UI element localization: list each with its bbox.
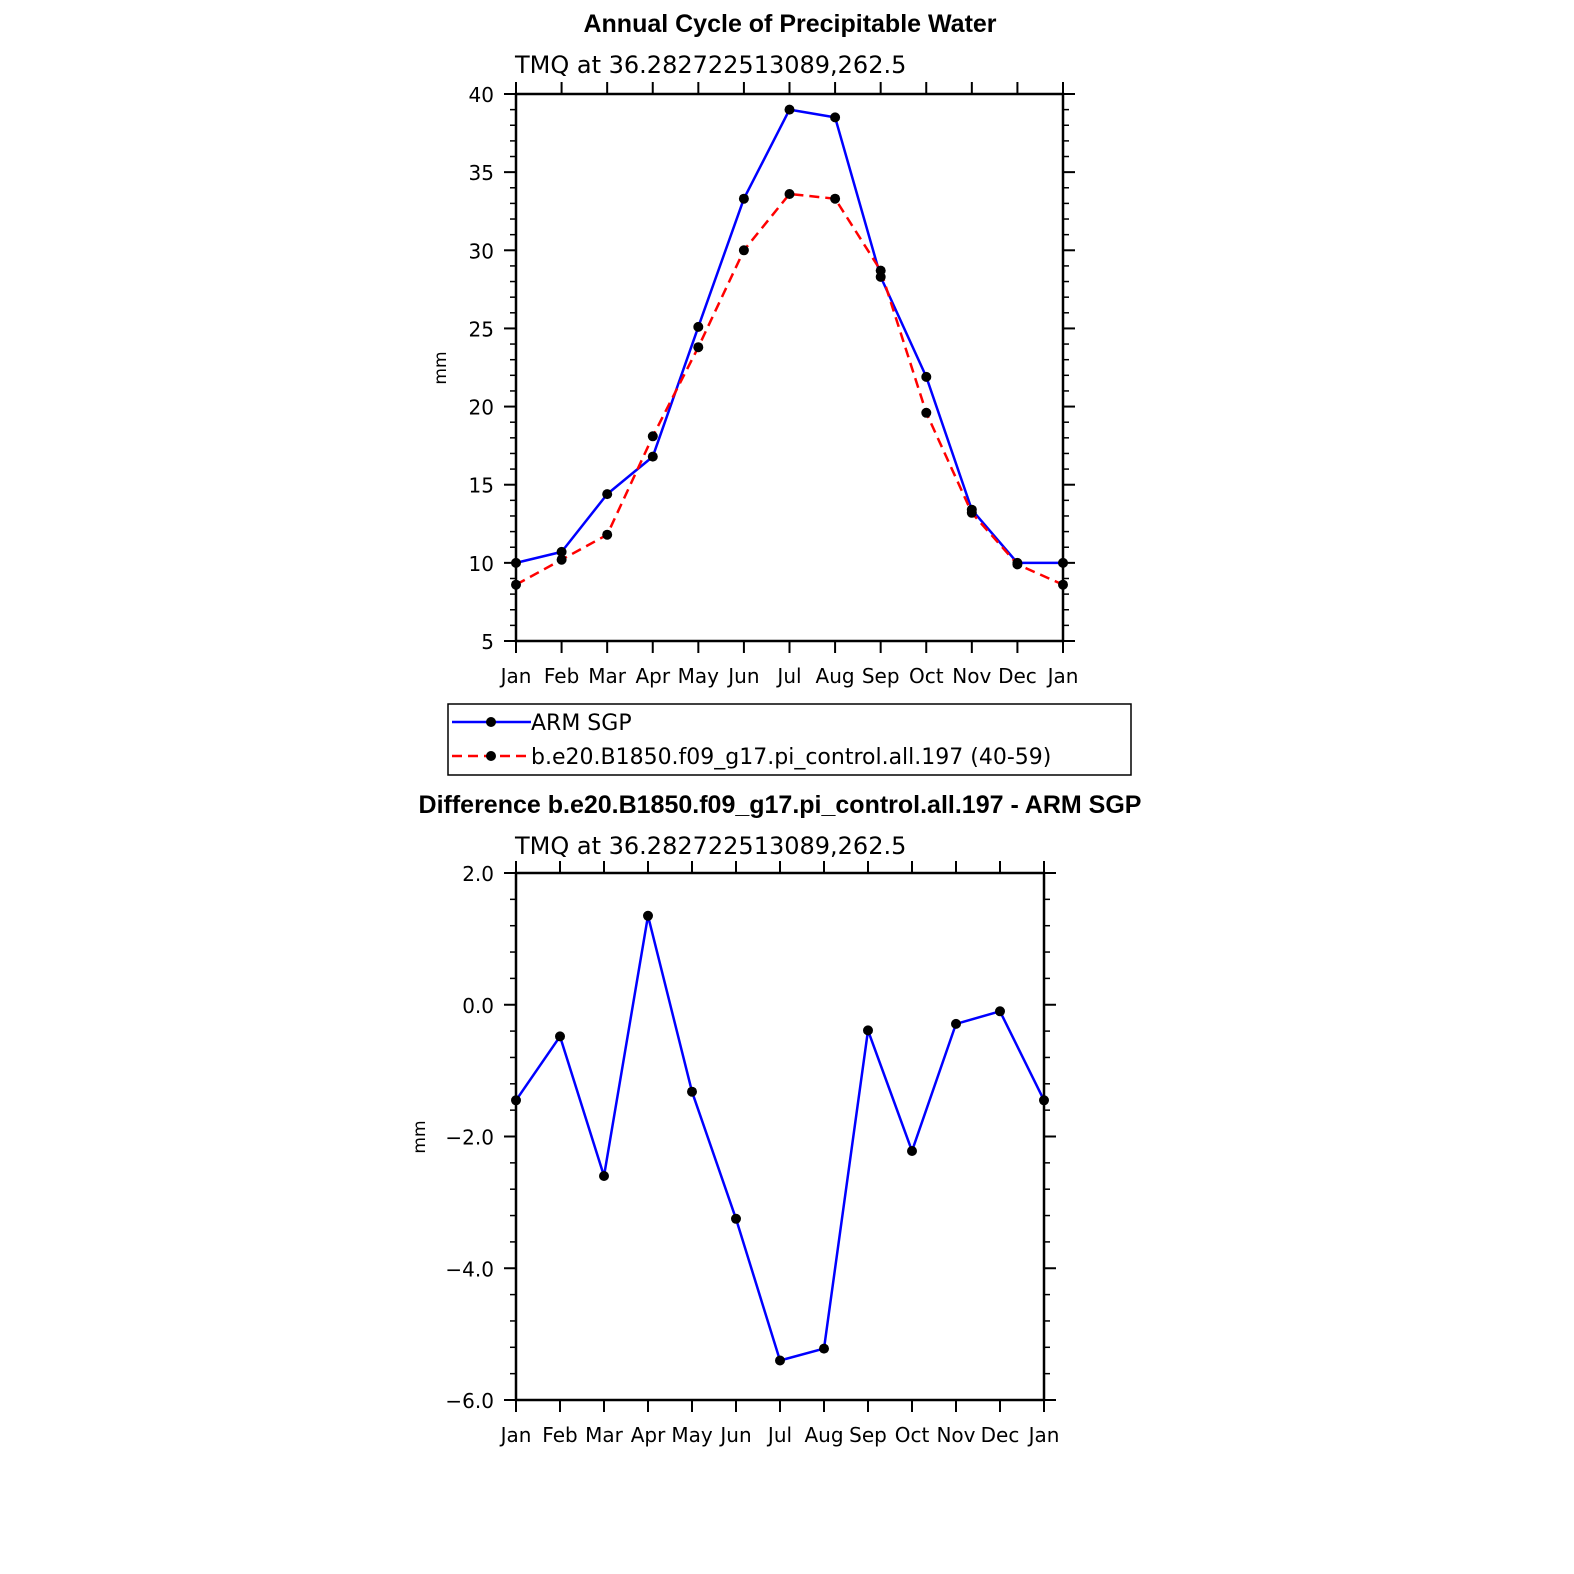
x-tick-label: Aug: [804, 1423, 843, 1447]
data-point: [693, 342, 704, 353]
legend: ARM SGP b.e20.B1850.f09_g17.pi_control.a…: [447, 703, 1132, 776]
x-tick-label: Oct: [895, 1423, 930, 1447]
x-tick-label: Jul: [766, 1423, 792, 1447]
x-tick-label: Jun: [718, 1423, 751, 1447]
data-point: [784, 189, 795, 199]
x-tick-label: Jan: [1027, 1423, 1060, 1447]
chart-marks: [511, 104, 1068, 590]
data-point: [738, 245, 749, 256]
x-tick-label: Aug: [816, 664, 855, 688]
chart-axes: Jan Feb Mar Apr May Jun Jul Aug Sep Oct Nov Dec Jan−…: [445, 861, 1059, 1447]
chart-subtitle: TMQ at 36.282722513089,262.5: [514, 832, 906, 860]
y-tick-label: 10: [469, 552, 494, 576]
series-line-0: [514, 914, 1046, 1362]
chart-title: Difference b.e20.B1850.f09_g17.pi_contro…: [419, 791, 1142, 819]
data-point: [907, 1146, 917, 1156]
data-point: [738, 193, 749, 204]
plot-frame: [514, 92, 1065, 643]
data-point: [863, 1025, 873, 1036]
data-point: [995, 1006, 1005, 1017]
legend-label-arm-sgp: ARM SGP: [531, 711, 632, 736]
y-tick-label: 2.0: [462, 862, 494, 886]
x-tick-label: Mar: [585, 1423, 624, 1447]
x-tick-label: May: [671, 1423, 713, 1447]
data-point: [556, 546, 567, 557]
x-tick-label: Dec: [981, 1423, 1020, 1447]
series-line-1: [515, 192, 1064, 586]
y-tick-label: 5: [481, 630, 494, 654]
data-point: [602, 529, 613, 540]
annual-cycle-chart: Annual Cycle of Precipitable Water TMQ a…: [431, 10, 1078, 688]
data-point: [830, 193, 841, 204]
x-tick-label: Sep: [862, 664, 900, 688]
x-tick-label: Jan: [499, 664, 532, 688]
data-point: [647, 431, 658, 442]
data-point: [731, 1213, 741, 1224]
data-point: [555, 1031, 565, 1042]
y-tick-label: 25: [469, 317, 494, 341]
legend-marker-arm-sgp: [486, 717, 496, 727]
data-point: [921, 371, 932, 382]
y-tick-label: 30: [469, 239, 494, 263]
data-point: [966, 507, 977, 518]
data-point: [784, 104, 795, 115]
y-tick-label: 40: [469, 83, 494, 107]
chart-subtitle: TMQ at 36.282722513089,262.5: [514, 51, 906, 79]
data-point: [643, 910, 653, 921]
data-point: [875, 265, 886, 276]
legend-box: [447, 703, 1132, 776]
x-tick-label: Feb: [542, 1423, 577, 1447]
x-tick-label: Apr: [631, 1423, 666, 1447]
data-point: [599, 1171, 609, 1181]
data-point: [775, 1355, 785, 1366]
x-tick-label: Apr: [635, 664, 670, 688]
data-point: [830, 112, 841, 123]
y-axis-label: mm: [410, 1120, 430, 1153]
y-tick-label: 0.0: [462, 994, 494, 1018]
x-tick-label: Jan: [499, 1423, 532, 1447]
data-point: [921, 407, 932, 418]
data-point: [693, 321, 704, 332]
data-point: [951, 1018, 961, 1029]
x-tick-label: Nov: [952, 664, 991, 688]
data-point: [687, 1086, 697, 1097]
x-tick-label: Feb: [544, 664, 579, 688]
y-axis-label: mm: [431, 351, 451, 384]
legend-label-model: b.e20.B1850.f09_g17.pi_control.all.197 (…: [531, 745, 1051, 770]
y-tick-label: 20: [469, 396, 494, 420]
y-tick-label: 35: [469, 161, 494, 185]
legend-marker-model: [486, 751, 496, 761]
chart-axes: Jan Feb Mar Apr May Jun Jul Aug Sep Oct Nov Dec Jan5…: [469, 82, 1079, 688]
y-tick-label: −4.0: [445, 1257, 494, 1281]
data-point: [819, 1343, 829, 1354]
x-tick-label: Jul: [775, 664, 801, 688]
difference-chart: Difference b.e20.B1850.f09_g17.pi_contro…: [410, 791, 1141, 1447]
x-tick-label: May: [678, 664, 720, 688]
x-tick-label: Mar: [588, 664, 627, 688]
y-tick-label: −6.0: [445, 1389, 494, 1413]
plot-frame: [514, 871, 1046, 1402]
y-tick-label: −2.0: [445, 1126, 494, 1150]
chart-title: Annual Cycle of Precipitable Water: [583, 10, 996, 38]
x-tick-label: Oct: [909, 664, 944, 688]
data-point: [556, 554, 567, 565]
x-tick-label: Jun: [726, 664, 759, 688]
data-point: [602, 489, 613, 500]
x-tick-label: Nov: [936, 1423, 975, 1447]
series-line-0: [515, 108, 1063, 565]
x-tick-label: Jan: [1046, 664, 1079, 688]
data-point: [1012, 559, 1023, 570]
y-tick-label: 15: [469, 474, 494, 498]
x-tick-label: Dec: [998, 664, 1037, 688]
chart-marks: [511, 910, 1049, 1366]
data-point: [647, 451, 658, 462]
x-tick-label: Sep: [849, 1423, 887, 1447]
